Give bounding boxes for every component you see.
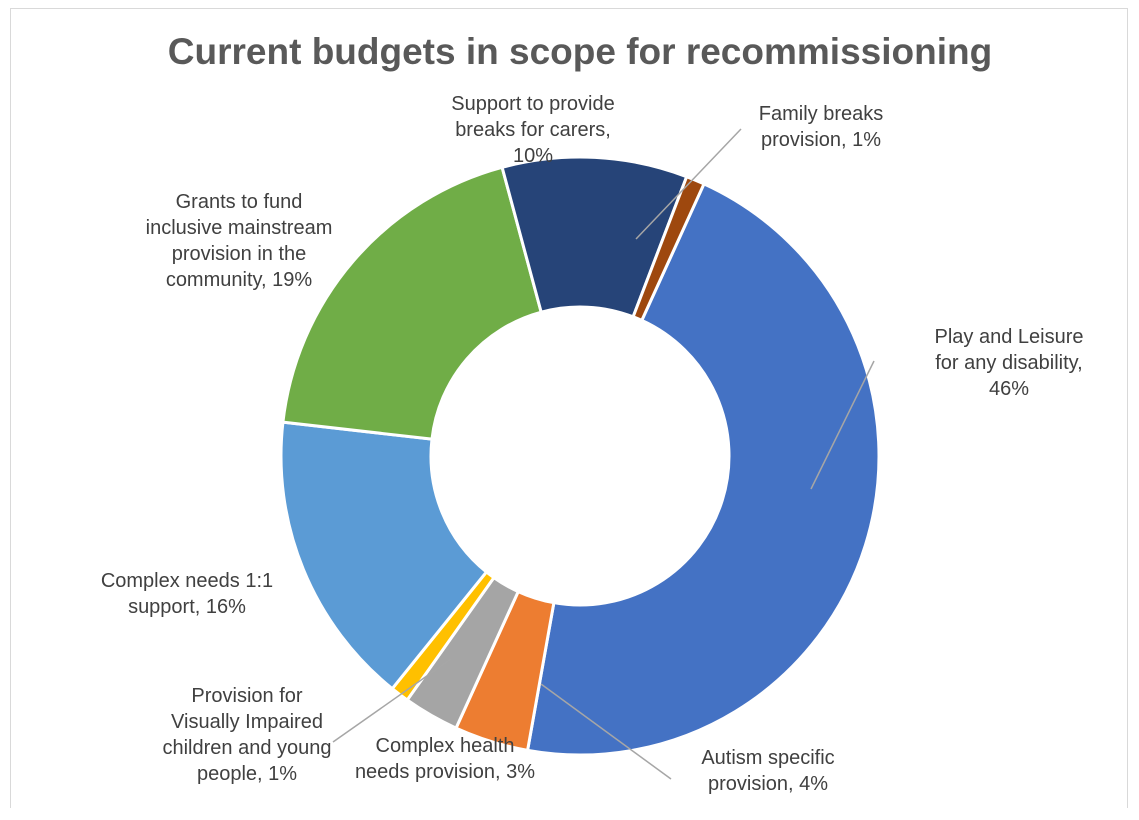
slice-label-8: Family breaks provision, 1% [759, 103, 883, 151]
slice-label-line: children and young [162, 737, 331, 759]
leader-line-2 [540, 683, 672, 780]
slice-label-line: Autism specific [701, 747, 834, 769]
chart-frame: Current budgets in scope for recommissio… [10, 8, 1128, 808]
slice-label-7: Support to provide breaks for carers, 10% [451, 93, 614, 167]
slice-5 [279, 420, 489, 691]
slice-label-line: inclusive mainstream [146, 217, 333, 239]
doughnut-chart: Current budgets in scope for recommissio… [101, 31, 1084, 795]
slice-label-line: Provision for [191, 685, 302, 707]
slices-group [279, 155, 881, 757]
slice-label-4: Provision for Visually Impaired children a… [162, 685, 331, 785]
slice-label-5: Complex needs 1:1 support, 16% [101, 570, 273, 618]
slice-label-line: Complex health [376, 735, 515, 757]
slice-6 [281, 165, 544, 441]
slice-label-line: Complex needs 1:1 [101, 570, 273, 592]
leader-line-1 [810, 360, 875, 490]
chart-title: Current budgets in scope for recommissio… [168, 31, 992, 72]
slice-label-line: Support to provide [451, 93, 614, 115]
slice-label-line: Play and Leisure [935, 326, 1084, 348]
slice-label-1: Play and Leisure for any disability, 46% [935, 326, 1084, 400]
leader-line-4 [332, 658, 452, 743]
slice-label-2: Autism specific provision, 4% [701, 747, 834, 795]
slice-label-line: people, 1% [197, 763, 297, 785]
slice-label-line: provision, 4% [708, 773, 828, 795]
slice-label-line: Visually Impaired [171, 711, 323, 733]
slice-label-line: 46% [989, 378, 1029, 400]
labels-group: Play and Leisure for any disability, 46% Au… [101, 93, 1084, 795]
slice-label-line: support, 16% [128, 596, 246, 618]
slice-label-line: 10% [513, 145, 553, 167]
slice-label-line: breaks for carers, [455, 119, 611, 141]
slice-label-6: Grants to fund inclusive mainstream provis… [146, 191, 333, 291]
slice-label-3: Complex health needs provision, 3% [355, 735, 535, 783]
slice-label-line: needs provision, 3% [355, 761, 535, 783]
slice-label-line: community, 19% [166, 269, 313, 291]
slice-label-line: Grants to fund [176, 191, 303, 213]
leader-lines-group [332, 128, 875, 780]
slice-label-line: for any disability, [935, 352, 1082, 374]
leader-line-8 [635, 128, 742, 240]
slice-label-line: provision in the [172, 243, 307, 265]
slice-label-line: provision, 1% [761, 129, 881, 151]
slice-1 [525, 181, 881, 757]
slice-label-line: Family breaks [759, 103, 883, 125]
